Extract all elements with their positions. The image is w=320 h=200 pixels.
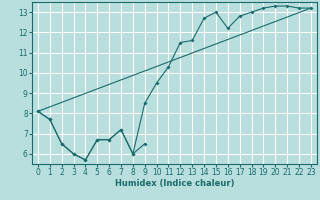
- Point: [190, 39, 195, 42]
- Point: [95, 138, 100, 141]
- Point: [71, 152, 76, 155]
- Point: [59, 142, 64, 145]
- Point: [202, 17, 207, 20]
- Point: [142, 142, 147, 145]
- Point: [237, 15, 242, 18]
- Point: [59, 142, 64, 145]
- Point: [308, 6, 313, 10]
- Point: [118, 128, 124, 131]
- Point: [273, 4, 278, 8]
- Point: [130, 152, 135, 155]
- Point: [107, 138, 112, 141]
- Point: [178, 41, 183, 44]
- Point: [83, 158, 88, 162]
- Point: [142, 102, 147, 105]
- Point: [47, 118, 52, 121]
- Point: [284, 4, 290, 8]
- Point: [47, 118, 52, 121]
- Point: [71, 152, 76, 155]
- Point: [154, 81, 159, 85]
- Point: [166, 65, 171, 68]
- X-axis label: Humidex (Indice chaleur): Humidex (Indice chaleur): [115, 179, 234, 188]
- Point: [261, 6, 266, 10]
- Point: [249, 11, 254, 14]
- Point: [213, 11, 219, 14]
- Point: [95, 138, 100, 141]
- Point: [36, 110, 41, 113]
- Point: [36, 110, 41, 113]
- Point: [225, 27, 230, 30]
- Point: [130, 152, 135, 155]
- Point: [296, 6, 301, 10]
- Point: [107, 138, 112, 141]
- Point: [118, 128, 124, 131]
- Point: [83, 158, 88, 162]
